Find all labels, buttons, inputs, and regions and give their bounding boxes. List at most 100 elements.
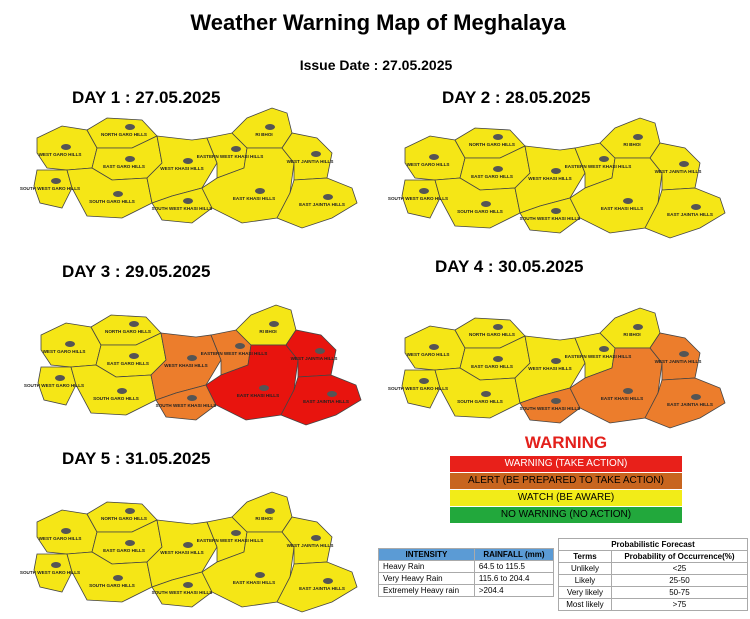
rain-icon [51, 178, 61, 184]
district-label: EAST KHASI HILLS [233, 580, 275, 585]
rain-icon [419, 188, 429, 194]
table-cell: Very likely [558, 586, 612, 599]
district-label: SOUTH WEST GARO HILLS [20, 570, 80, 575]
district-label: SOUTH WEST GARO HILLS [388, 196, 448, 201]
district-label: EAST KHASI HILLS [233, 196, 275, 201]
rain-icon [113, 575, 123, 581]
rain-icon [187, 395, 197, 401]
district-label: SOUTH GARO HILLS [457, 209, 503, 214]
rain-icon [255, 188, 265, 194]
rain-icon [481, 391, 491, 397]
rain-icon [55, 375, 65, 381]
district-label: EAST GARO HILLS [471, 174, 513, 179]
rain-icon [125, 508, 135, 514]
rain-icon [323, 194, 333, 200]
district-label: WEST KHASI HILLS [160, 166, 203, 171]
rain-icon [65, 341, 75, 347]
district [231, 107, 293, 149]
district-label: EAST JAINTIA HILLS [667, 212, 713, 217]
legend-item: WATCH (BE AWARE) [450, 490, 682, 507]
district-label: EAST GARO HILLS [103, 164, 145, 169]
rain-icon [493, 134, 503, 140]
table-cell: Very Heavy Rain [378, 572, 475, 585]
day-title: DAY 4 : 30.05.2025 [435, 257, 583, 276]
district [644, 377, 726, 429]
rain-icon [269, 321, 279, 327]
district-label: EAST KHASI HILLS [237, 393, 279, 398]
rain-icon [551, 168, 561, 174]
district-label: NORTH GARO HILLS [101, 516, 147, 521]
rain-icon [113, 191, 123, 197]
table-row: Heavy Rain 64.5 to 115.5 [378, 560, 555, 573]
district-label: SOUTH WEST KHASI HILLS [152, 590, 213, 595]
district [599, 307, 661, 349]
rain-icon [117, 388, 127, 394]
district [276, 177, 358, 229]
probability-table: Probabilistic Forecast Terms Probability … [558, 538, 749, 611]
district-label: EAST JAINTIA HILLS [303, 399, 349, 404]
table-cell: <25 [610, 562, 749, 575]
district-label: WEST JAINTIA HILLS [287, 159, 334, 164]
district-label: EASTERN WEST KHASI HILLS [565, 354, 632, 359]
rain-icon [599, 156, 609, 162]
rain-icon [311, 151, 321, 157]
district-label: WEST KHASI HILLS [164, 363, 207, 368]
district-label: EASTERN WEST KHASI HILLS [565, 164, 632, 169]
rain-icon [691, 394, 701, 400]
rain-icon [691, 204, 701, 210]
district-label: SOUTH WEST GARO HILLS [24, 383, 84, 388]
district-label: NORTH GARO HILLS [469, 142, 515, 147]
district [599, 117, 661, 159]
district-label: EAST KHASI HILLS [601, 396, 643, 401]
district-label: EASTERN WEST KHASI HILLS [197, 538, 264, 543]
header-cell: Probability of Occurrence(%) [610, 550, 749, 563]
table-row: Unlikely <25 [558, 562, 749, 575]
rain-icon [679, 351, 689, 357]
district [276, 561, 358, 613]
table-row: Very likely 50-75 [558, 586, 749, 599]
district [231, 491, 293, 533]
rain-icon [183, 158, 193, 164]
rain-icon [183, 582, 193, 588]
rain-icon [125, 540, 135, 546]
district [281, 516, 333, 565]
legend-title: WARNING [524, 433, 608, 452]
table-cell: >75 [610, 598, 749, 611]
table-row: Very Heavy Rain 115.6 to 204.4 [378, 572, 555, 585]
district-label: WEST GARO HILLS [39, 152, 82, 157]
table-row: Likely 25-50 [558, 574, 749, 587]
rain-icon [493, 166, 503, 172]
rain-icon [265, 124, 275, 130]
district-label: RI BHOI [255, 516, 272, 521]
rain-icon [311, 535, 321, 541]
table-body: Heavy Rain 64.5 to 115.5 Very Heavy Rain 11… [378, 560, 555, 597]
intensity-table: INTENSITY RAINFALL (mm) Heavy Rain 64.5 to… [378, 548, 555, 597]
district-label: NORTH GARO HILLS [469, 332, 515, 337]
issue-date: Issue Date : 27.05.2025 [300, 57, 453, 73]
rain-icon [599, 346, 609, 352]
table-cell: Most likely [558, 598, 612, 611]
table-cell: Extremely Heavy rain [378, 584, 475, 597]
district-label: WEST JAINTIA HILLS [291, 356, 338, 361]
rain-icon [259, 385, 269, 391]
district [235, 304, 297, 346]
district-label: RI BHOI [623, 142, 640, 147]
district-label: NORTH GARO HILLS [101, 132, 147, 137]
district-label: WEST GARO HILLS [43, 349, 86, 354]
table-row: Most likely >75 [558, 598, 749, 611]
district-label: RI BHOI [259, 329, 276, 334]
district-label: WEST KHASI HILLS [160, 550, 203, 555]
legend-item: ALERT (BE PREPARED TO TAKE ACTION) [450, 473, 682, 490]
rain-icon [187, 355, 197, 361]
legend-item: NO WARNING (NO ACTION) [450, 507, 682, 524]
district-label: SOUTH WEST GARO HILLS [20, 186, 80, 191]
rain-icon [633, 324, 643, 330]
district [644, 187, 726, 239]
district-map: WEST GARO HILLS SOUTH WEST GARO HILLS NORT… [388, 307, 726, 429]
district-label: EAST JAINTIA HILLS [299, 586, 345, 591]
district [285, 329, 337, 378]
district-label: SOUTH GARO HILLS [457, 399, 503, 404]
district-map: WEST GARO HILLS SOUTH WEST GARO HILLS NORT… [20, 491, 358, 613]
district-label: NORTH GARO HILLS [105, 329, 151, 334]
